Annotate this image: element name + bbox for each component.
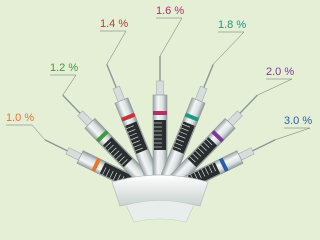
concentration-label: 1.0 % [6,112,34,124]
concentration-label: 1.2 % [50,62,78,74]
concentration-label: 1.6 % [156,5,184,17]
page: 1.0 %1.2 %1.4 %1.6 %1.8 %2.0 %3.0 % (() … [0,0,314,240]
concentration-label: 1.8 % [218,19,246,31]
concentration-label: 2.0 % [266,66,294,78]
syringe-fan: 1.0 % 1.2 % 1.4 % 1.6 % 1.8 % 2.0 % 3.0 % [0,0,314,240]
color-band [153,111,167,115]
concentration-label: 3.0 % [284,115,312,127]
concentration-label: 1.4 % [100,18,128,30]
needle-hub [157,81,164,95]
holder-foot [126,201,194,223]
